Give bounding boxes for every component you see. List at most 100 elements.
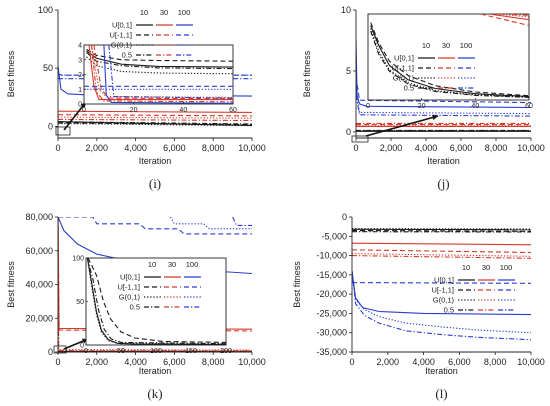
inset-x-tick-label: 0 xyxy=(84,348,88,355)
main-series-30-5 xyxy=(352,250,531,253)
inset-y-tick-label: 50 xyxy=(76,299,84,306)
x-tick-label: 4,000 xyxy=(415,143,438,153)
x-tick-label: 10,000 xyxy=(238,143,266,153)
legend-size-header: 30 xyxy=(442,41,450,50)
legend-size-header: 30 xyxy=(168,260,176,269)
legend-dist-label: G(0,1) xyxy=(433,296,455,305)
y-tick-label: 80,000 xyxy=(25,212,53,222)
legend-size-header: 100 xyxy=(186,260,199,269)
legend-dist-label: U[0,1] xyxy=(394,54,414,63)
main-series-100-10 xyxy=(171,217,253,229)
x-tick-label: 8,000 xyxy=(485,143,508,153)
legend-dist-label: U[-1,1] xyxy=(431,286,454,295)
inset-x-tick-label: 150 xyxy=(185,348,197,355)
y-axis-label: Best fitness xyxy=(6,50,16,97)
inset-x-tick-label: 0 xyxy=(366,103,370,110)
y-tick-label: -25,000 xyxy=(316,308,347,318)
main-series-100-11 xyxy=(233,217,252,225)
y-tick-label: 0 xyxy=(346,127,351,137)
zoom-region-box xyxy=(352,136,368,142)
inset-frame xyxy=(368,14,529,100)
y-tick-label: -35,000 xyxy=(316,347,347,357)
main-series-30-6 xyxy=(352,254,531,257)
legend-size-header: 30 xyxy=(160,8,168,17)
inset-x-tick-label: 40 xyxy=(471,103,479,110)
x-tick-label: 2,000 xyxy=(377,357,400,367)
x-tick-label: 8,000 xyxy=(202,143,225,153)
legend-dist-label: U[-1,1] xyxy=(391,64,414,73)
chart-panel-2: 0 2,000 4,000 6,000 8,000 10,000020,00040,000… xyxy=(6,212,266,401)
y-tick-label: 50 xyxy=(43,63,53,73)
legend-size-header: 30 xyxy=(482,263,490,272)
legend-size-header: 10 xyxy=(148,260,156,269)
panel-caption: (i) xyxy=(149,176,161,191)
x-tick-label: 2,000 xyxy=(86,357,109,367)
y-tick-label: 0 xyxy=(48,347,53,357)
y-tick-label: 20,000 xyxy=(25,313,53,323)
legend-dist-label: U[0,1] xyxy=(120,273,140,282)
inset-x-tick-label: 60 xyxy=(525,103,533,110)
y-tick-label: -10,000 xyxy=(316,251,347,261)
x-axis-label: Iteration xyxy=(139,366,172,376)
legend-dist-label: G(0,1) xyxy=(393,74,415,83)
x-tick-label: 6,000 xyxy=(450,143,473,153)
inset-chart: 0 50 100 150 200 0 50 100 xyxy=(72,256,232,356)
y-tick-label: 60,000 xyxy=(25,246,53,256)
y-tick-label: -30,000 xyxy=(316,328,347,338)
legend-dist-label: 0.5 xyxy=(122,51,132,60)
legend-dist-label: 0.5 xyxy=(404,84,414,93)
x-tick-label: 0 xyxy=(349,357,354,367)
y-tick-label: -5,000 xyxy=(321,231,347,241)
main-series-30-4 xyxy=(58,111,252,112)
x-tick-label: 2,000 xyxy=(380,143,403,153)
inset-y-tick-label: 4 xyxy=(78,43,82,50)
inset-frame xyxy=(86,258,226,345)
y-tick-label: 5 xyxy=(346,66,351,76)
y-tick-label: -15,000 xyxy=(316,270,347,280)
chart-panel-0: 0 2,000 4,000 6,000 8,000 10,000050100Iterati… xyxy=(6,5,266,191)
inset-y-tick-label: 3 xyxy=(78,57,82,64)
inset-x-tick-label: 60 xyxy=(229,107,237,114)
y-tick-label: 40,000 xyxy=(25,280,53,290)
y-tick-label: 0 xyxy=(342,212,347,222)
x-tick-label: 8,000 xyxy=(202,357,225,367)
x-axis-label: Iteration xyxy=(139,156,172,166)
x-tick-label: 8,000 xyxy=(484,357,507,367)
x-tick-label: 6,000 xyxy=(163,143,186,153)
legend-dist-label: 0.5 xyxy=(130,303,140,312)
panel-caption: (l) xyxy=(435,386,447,401)
legend-size-header: 100 xyxy=(460,41,473,50)
inset-x-tick-label: 100 xyxy=(150,348,162,355)
panel-caption: (j) xyxy=(437,176,449,191)
y-tick-label: 0 xyxy=(48,121,53,131)
legend: 10 30 100 U[0,1]U[-1,1]G(0,1)0.5 xyxy=(431,263,515,315)
inset-chart: 0 20 40 60 xyxy=(366,14,533,110)
inset-chart: 0 20 40 6001234 xyxy=(78,43,237,115)
x-tick-label: 4,000 xyxy=(124,143,147,153)
legend-dist-label: U[0,1] xyxy=(112,21,132,30)
x-tick-label: 2,000 xyxy=(86,143,109,153)
legend-size-header: 10 xyxy=(422,41,430,50)
y-tick-label: -20,000 xyxy=(316,289,347,299)
x-tick-label: 10,000 xyxy=(517,143,545,153)
y-axis-label: Best fitness xyxy=(302,50,312,97)
main-series-30-7 xyxy=(58,119,252,120)
inset-x-tick-label: 0 xyxy=(82,107,86,114)
y-axis-label: Best fitness xyxy=(6,261,16,308)
x-axis-label: Iteration xyxy=(427,156,460,166)
legend-dist-label: 0.5 xyxy=(444,306,454,315)
x-tick-label: 0 xyxy=(55,357,60,367)
legend-dist-label: G(0,1) xyxy=(111,41,133,50)
panel-caption: (k) xyxy=(147,386,162,401)
x-axis-label: Iteration xyxy=(425,366,458,376)
legend-size-header: 10 xyxy=(462,263,470,272)
inset-y-tick-label: 0 xyxy=(78,102,82,109)
inset-y-tick-label: 2 xyxy=(78,72,82,79)
inset-x-tick-label: 200 xyxy=(220,348,232,355)
x-tick-label: 0 xyxy=(353,143,358,153)
main-series-100-9 xyxy=(58,217,252,234)
inset-y-tick-label: 1 xyxy=(78,87,82,94)
inset-x-tick-label: 50 xyxy=(117,348,125,355)
x-tick-label: 10,000 xyxy=(517,357,545,367)
